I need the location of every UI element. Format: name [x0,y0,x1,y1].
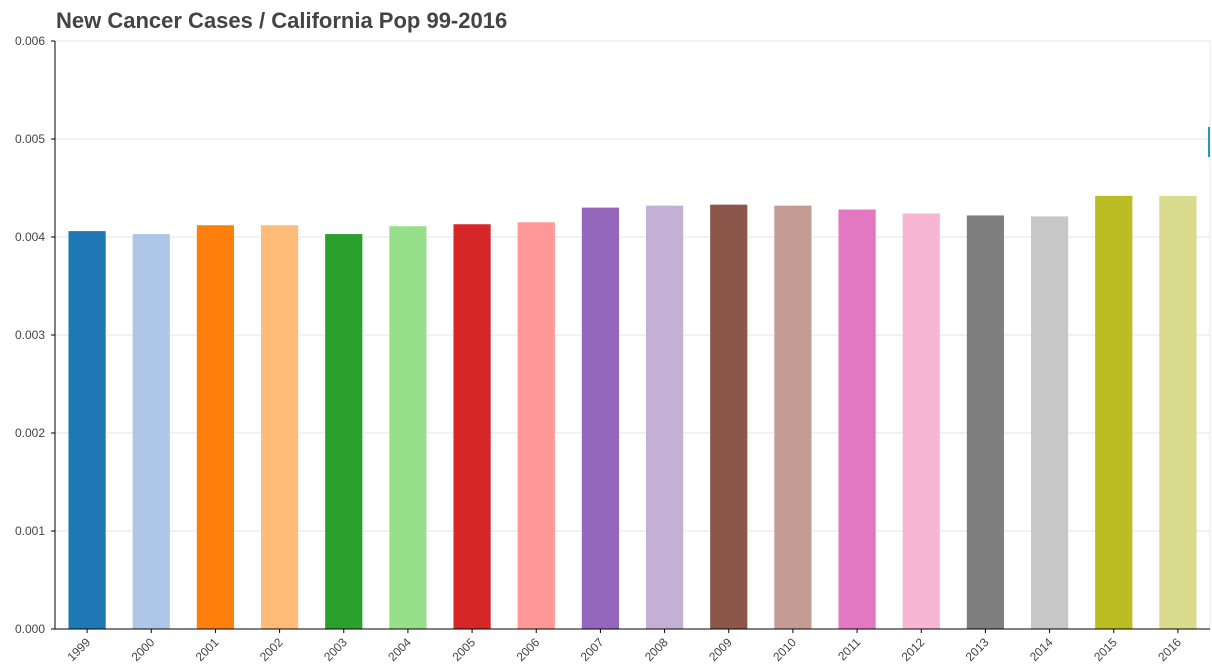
x-tick-label: 2008 [642,635,671,664]
scroll-indicator[interactable] [1208,127,1210,157]
x-tick-label: 2012 [899,635,928,664]
x-tick-label: 2011 [835,635,863,663]
y-tick-label: 0.006 [15,34,45,48]
x-tick-label: 2009 [706,635,735,664]
bar-2008[interactable] [645,205,684,629]
x-tick-label: 2013 [963,635,992,664]
x-tick-label: 2015 [1091,635,1120,664]
y-tick-label: 0.001 [15,524,45,538]
bar-2015[interactable] [1095,195,1133,629]
bar-2014[interactable] [1030,216,1069,630]
bar-2006[interactable] [517,222,555,630]
bar-2003[interactable] [325,234,363,629]
chart-title: New Cancer Cases / California Pop 99-201… [56,8,508,33]
y-tick-label: 0.004 [15,230,45,244]
x-tick-label: 1999 [64,635,93,664]
y-tick-label: 0.005 [15,132,45,146]
bar-2002[interactable] [260,225,299,630]
x-tick-label: 2006 [514,635,543,664]
x-tick-label: 2002 [257,635,286,664]
bar-1999[interactable] [68,231,106,629]
x-tick-label: 2007 [578,635,607,664]
bar-2004[interactable] [389,226,427,629]
bar-2007[interactable] [581,207,620,629]
x-tick-label: 2001 [193,635,222,664]
bar-2013[interactable] [966,215,1005,629]
bar-2011[interactable] [838,209,876,629]
x-tick-label: 2004 [385,635,414,664]
bar-2005[interactable] [453,224,491,629]
bar-2009[interactable] [710,204,748,629]
x-tick-label: 2003 [321,635,350,664]
bar-2010[interactable] [774,205,812,629]
x-axis-ticks: 1999 2000 2001 2002 2003 2004 2005 2006 2007 2008… [64,629,1184,664]
x-tick-label: 2005 [449,635,478,664]
bar-2016[interactable] [1159,195,1197,629]
x-tick-label: 2014 [1027,635,1056,664]
bar-2001[interactable] [196,225,235,630]
y-axis-ticks: 0.000 0.001 0.002 0.003 0.004 0.005 0.006 [15,34,55,636]
bars [68,195,1197,630]
y-tick-label: 0.003 [15,328,45,342]
x-tick-label: 2010 [770,635,799,664]
bar-2012[interactable] [902,213,940,630]
x-tick-label: 2000 [129,635,158,664]
y-tick-label: 0.000 [15,622,45,636]
x-tick-label: 2016 [1155,635,1184,664]
y-tick-label: 0.002 [15,426,45,440]
bar-2000[interactable] [132,234,170,629]
